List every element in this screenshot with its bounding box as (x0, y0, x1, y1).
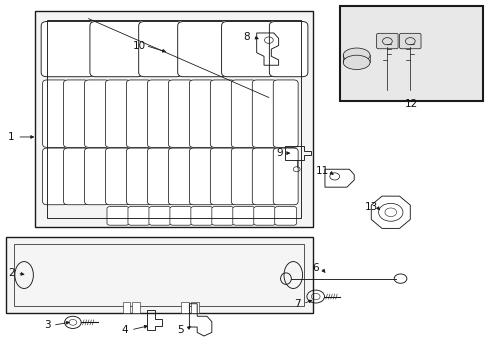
FancyBboxPatch shape (147, 148, 172, 205)
FancyBboxPatch shape (126, 80, 151, 147)
Text: 12: 12 (404, 99, 418, 109)
FancyBboxPatch shape (232, 207, 254, 225)
FancyBboxPatch shape (189, 148, 214, 205)
FancyBboxPatch shape (168, 148, 193, 205)
FancyBboxPatch shape (41, 22, 94, 77)
Bar (122, 302, 130, 313)
FancyBboxPatch shape (231, 148, 256, 205)
FancyBboxPatch shape (376, 33, 397, 49)
Bar (339, 6, 483, 101)
FancyBboxPatch shape (149, 207, 170, 225)
FancyBboxPatch shape (169, 207, 191, 225)
FancyBboxPatch shape (128, 207, 150, 225)
Polygon shape (5, 237, 312, 313)
Text: 8: 8 (243, 32, 250, 41)
FancyBboxPatch shape (231, 80, 256, 147)
Polygon shape (35, 12, 312, 226)
Ellipse shape (343, 55, 369, 69)
FancyBboxPatch shape (274, 207, 296, 225)
FancyBboxPatch shape (63, 80, 88, 147)
Text: 2: 2 (8, 268, 15, 278)
Bar (132, 302, 140, 313)
FancyBboxPatch shape (399, 33, 420, 49)
Text: 9: 9 (276, 148, 283, 158)
Text: 5: 5 (177, 325, 183, 335)
FancyBboxPatch shape (126, 148, 151, 205)
FancyBboxPatch shape (253, 207, 275, 225)
Bar (190, 302, 198, 313)
FancyBboxPatch shape (63, 148, 88, 205)
Ellipse shape (343, 48, 369, 62)
FancyBboxPatch shape (139, 22, 182, 77)
FancyBboxPatch shape (210, 148, 235, 205)
Bar (181, 302, 188, 313)
FancyBboxPatch shape (84, 80, 109, 147)
FancyBboxPatch shape (90, 22, 143, 77)
FancyBboxPatch shape (210, 80, 235, 147)
Text: 13: 13 (364, 202, 377, 212)
FancyBboxPatch shape (252, 80, 277, 147)
FancyBboxPatch shape (107, 207, 129, 225)
Text: 6: 6 (311, 263, 318, 273)
FancyBboxPatch shape (168, 80, 193, 147)
FancyBboxPatch shape (269, 22, 307, 77)
FancyBboxPatch shape (105, 80, 130, 147)
Text: 11: 11 (315, 166, 328, 176)
FancyBboxPatch shape (190, 207, 212, 225)
Text: 7: 7 (293, 299, 300, 309)
Text: 1: 1 (8, 132, 15, 142)
FancyBboxPatch shape (211, 207, 233, 225)
FancyBboxPatch shape (84, 148, 109, 205)
FancyBboxPatch shape (105, 148, 130, 205)
FancyBboxPatch shape (273, 80, 298, 147)
FancyBboxPatch shape (273, 148, 298, 205)
FancyBboxPatch shape (221, 22, 274, 77)
FancyBboxPatch shape (252, 148, 277, 205)
FancyBboxPatch shape (189, 80, 214, 147)
FancyBboxPatch shape (42, 148, 67, 205)
FancyBboxPatch shape (177, 22, 225, 77)
FancyBboxPatch shape (147, 80, 172, 147)
FancyBboxPatch shape (42, 80, 67, 147)
Text: 3: 3 (43, 320, 50, 330)
Text: 4: 4 (122, 325, 128, 335)
Text: 10: 10 (133, 41, 146, 50)
